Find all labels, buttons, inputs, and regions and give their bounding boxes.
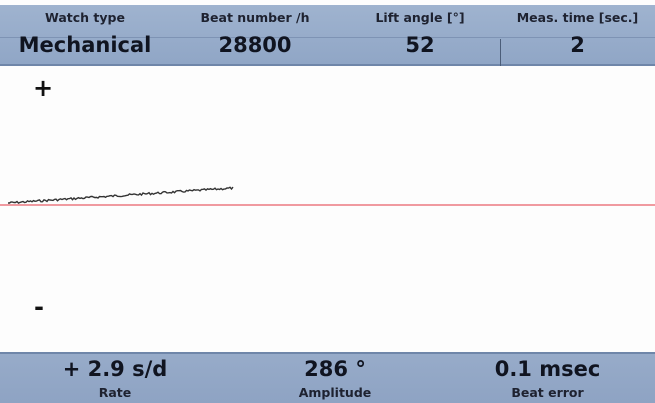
amplitude-value: 286 ° [304,357,366,381]
beat-error-readout: 0.1 msec Beat error [440,354,655,403]
trace-canvas [0,186,655,206]
meas-time-label: Meas. time [sec.] [516,10,639,25]
measurement-settings-header: Watch type Mechanical Beat number /h 288… [0,5,655,66]
amplitude-label: Amplitude [298,385,372,400]
rate-label: Rate [98,385,132,400]
beat-number-label: Beat number /h [200,10,310,25]
amplitude-readout: 286 ° Amplitude [230,354,440,403]
minus-marker: - [34,293,44,321]
results-footer: + 2.9 s/d Rate 286 ° Amplitude 0.1 msec … [0,352,655,403]
header-row-divider [0,37,655,38]
watch-type-label: Watch type [45,10,125,25]
lift-angle-label: Lift angle [°] [375,10,465,25]
meas-time-value[interactable]: 2 [570,33,585,57]
rate-trace [8,186,234,204]
rate-readout: + 2.9 s/d Rate [0,354,230,403]
rate-value: + 2.9 s/d [62,357,168,381]
watch-type-value[interactable]: Mechanical [18,33,152,57]
rate-trace-plot: + - [0,68,655,352]
beat-error-value: 0.1 msec [494,357,601,381]
watch-type-column: Watch type Mechanical [0,5,170,66]
beat-number-column: Beat number /h 28800 [170,5,340,66]
lift-angle-value[interactable]: 52 [405,33,435,57]
plus-marker: + [33,74,54,102]
beat-error-label: Beat error [511,385,584,400]
lift-angle-column: Lift angle [°] 52 [340,5,500,66]
header-column-divider [500,39,501,66]
meas-time-column: Meas. time [sec.] 2 [500,5,655,66]
beat-number-value[interactable]: 28800 [218,33,292,57]
